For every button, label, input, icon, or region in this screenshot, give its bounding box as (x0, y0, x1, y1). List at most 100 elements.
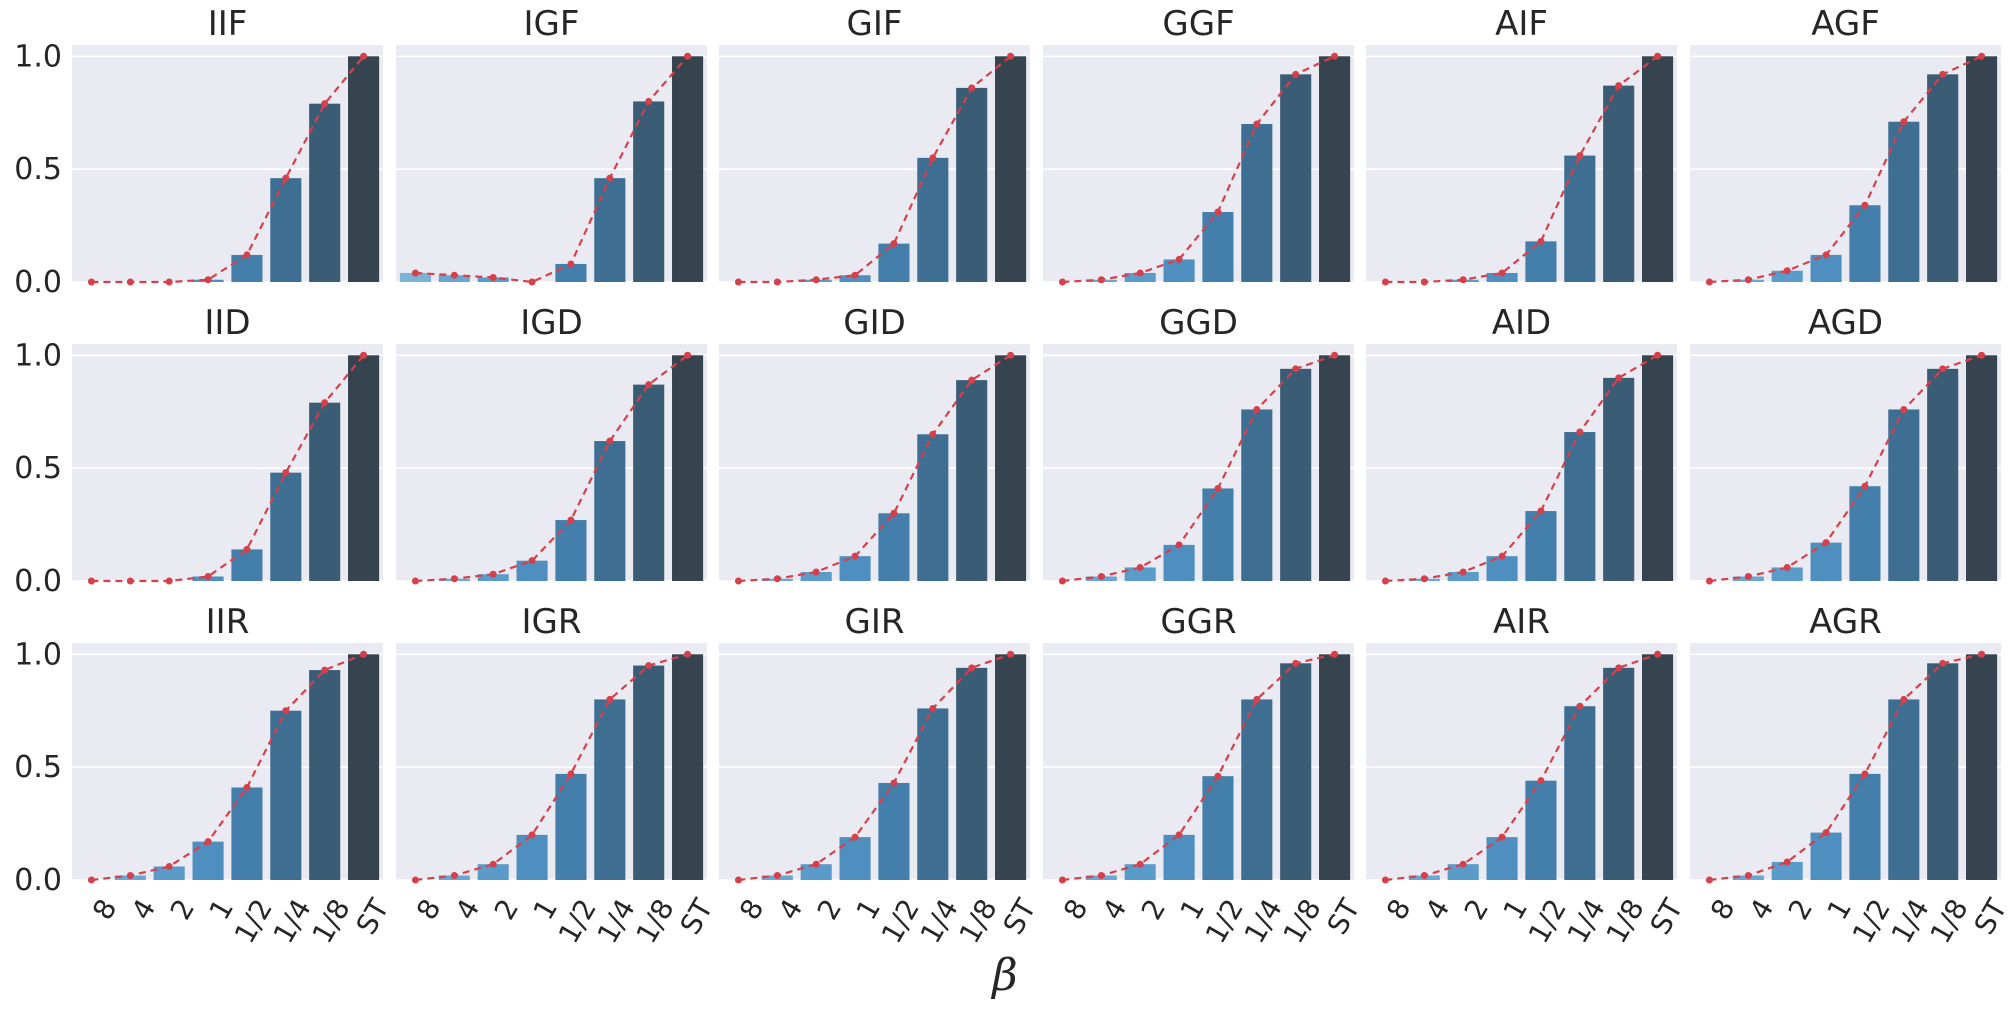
trend-point (1253, 405, 1261, 413)
bar-gir-6 (956, 667, 988, 880)
trend-point (1214, 484, 1222, 492)
bar-igr-3 (516, 834, 548, 880)
trend-point (1459, 568, 1467, 576)
trend-point (243, 783, 251, 791)
trend-point (1331, 650, 1339, 658)
trend-point (1136, 563, 1144, 571)
trend-point (645, 97, 653, 105)
trend-point (1654, 351, 1662, 359)
x-tick-label: 4 (125, 893, 162, 925)
bar-ggr-3 (1163, 834, 1195, 880)
bar-agr-7 (1966, 654, 1998, 880)
bar-agr-3 (1810, 832, 1842, 880)
trend-point (684, 351, 692, 359)
trend-line (1385, 354, 1659, 583)
trend-point (734, 278, 742, 286)
trend-point (1292, 70, 1300, 78)
x-tick-label: 1/4 (267, 893, 318, 949)
trend-point (1744, 276, 1752, 284)
trend-point (684, 650, 692, 658)
trend-point (1705, 876, 1713, 884)
panel-ggd: GGD (1043, 303, 1354, 585)
bar-gid-5 (917, 434, 949, 581)
bar-iif-6 (309, 103, 341, 282)
trend-line (1709, 354, 1982, 583)
bar-igr-2 (477, 864, 509, 880)
bar-igf-0 (399, 272, 431, 282)
trend-point (1537, 507, 1545, 515)
trend-point (734, 577, 742, 585)
trend-point (165, 862, 173, 870)
trend-point (126, 577, 134, 585)
bar-air-5 (1564, 706, 1596, 880)
trend-point (243, 545, 251, 553)
trend-point (489, 860, 497, 868)
trend-point (1537, 777, 1545, 785)
bar-ggd-5 (1241, 409, 1273, 581)
trend-point (1381, 876, 1389, 884)
trend-line (1062, 354, 1335, 583)
x-tick-label: 1/2 (1199, 893, 1250, 949)
bar-igd-5 (594, 441, 626, 581)
trend-point (1537, 237, 1545, 245)
trend-point (1822, 251, 1830, 259)
trend-point (1058, 278, 1066, 286)
bar-aid-5 (1564, 432, 1596, 581)
trend-point (1292, 659, 1300, 667)
bar-agd-4 (1849, 486, 1881, 581)
y-tick-label: 0.0 (14, 863, 62, 898)
trend-point (1744, 871, 1752, 879)
x-axis-label: β (990, 950, 1017, 1001)
panel-iid: IID 0.0 0.5 1.0 (14, 303, 383, 599)
bar-gid-2 (800, 571, 832, 581)
bar-ggd-2 (1124, 567, 1156, 581)
panel-title: IIR (206, 602, 250, 642)
trend-point (282, 469, 290, 477)
bar-igf-7 (672, 56, 704, 283)
x-tick-label: 8 (1380, 893, 1417, 925)
trend-point (126, 278, 134, 286)
bar-igd-6 (633, 384, 665, 581)
bar-gid-7 (995, 355, 1027, 581)
trend-point (87, 278, 95, 286)
panel-title: IGR (522, 602, 582, 642)
trend-point (528, 278, 536, 286)
trend-point (126, 871, 134, 879)
x-tick-label: 2 (1135, 893, 1172, 925)
x-tick-label: 1/2 (875, 893, 926, 949)
trend-point (606, 174, 614, 182)
trend-point (645, 662, 653, 670)
bar-ggf-7 (1319, 56, 1351, 283)
x-tick-label: 1/4 (1561, 893, 1612, 949)
bar-ggf-6 (1280, 74, 1312, 282)
x-tick-label: 1/2 (552, 893, 603, 949)
panel-title: AID (1492, 303, 1551, 343)
bar-agf-6 (1927, 74, 1959, 282)
trend-point (204, 838, 212, 846)
panel-gid: GID (719, 303, 1030, 585)
trend-point (1007, 650, 1015, 658)
trend-point (1175, 831, 1183, 839)
bar-agr-2 (1771, 861, 1803, 880)
trend-line (415, 653, 688, 882)
x-tick-label: 2 (1458, 893, 1495, 925)
trend-point (968, 664, 976, 672)
trend-point (1615, 82, 1623, 90)
x-tick-label: 1/8 (1924, 893, 1975, 949)
trend-point (851, 552, 859, 560)
panel-title: AGD (1808, 303, 1883, 343)
bar-agd-5 (1888, 409, 1920, 581)
bar-igd-7 (672, 355, 704, 581)
trend-line (91, 55, 365, 284)
trend-point (321, 666, 329, 674)
bar-ggr-6 (1280, 663, 1312, 880)
bar-igd-4 (555, 520, 587, 581)
bar-igf-5 (594, 178, 626, 282)
y-tick-label: 0.0 (14, 265, 62, 300)
bar-agf-4 (1849, 205, 1881, 282)
trend-point (1214, 772, 1222, 780)
